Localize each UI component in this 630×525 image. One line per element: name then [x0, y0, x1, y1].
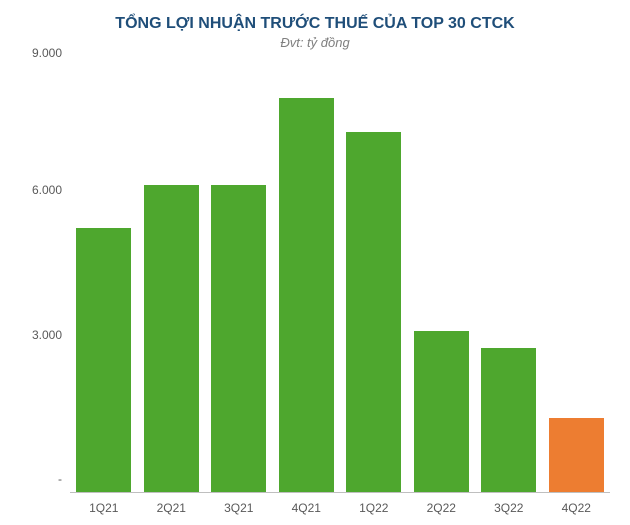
y-tick: 3.000 — [32, 328, 62, 342]
bar — [346, 132, 401, 492]
x-label: 2Q21 — [144, 501, 199, 515]
x-label: 3Q21 — [211, 501, 266, 515]
x-label: 3Q22 — [481, 501, 536, 515]
y-tick: 9.000 — [32, 46, 62, 60]
x-label: 1Q21 — [76, 501, 131, 515]
x-label: 4Q21 — [279, 501, 334, 515]
y-tick: - — [58, 472, 62, 486]
x-label: 2Q22 — [414, 501, 469, 515]
x-label: 1Q22 — [346, 501, 401, 515]
bars-row — [70, 60, 610, 492]
x-axis: 1Q21 2Q21 3Q21 4Q21 1Q22 2Q22 3Q22 4Q22 — [70, 501, 610, 515]
bar — [414, 331, 469, 492]
y-axis: -3.0006.0009.000 — [20, 60, 70, 493]
y-tick: 6.000 — [32, 183, 62, 197]
bar — [211, 185, 266, 492]
bar — [144, 185, 199, 492]
bar — [279, 98, 334, 492]
chart-container: TỔNG LỢI NHUẬN TRƯỚC THUẾ CỦA TOP 30 CTC… — [0, 0, 630, 525]
bar — [549, 418, 604, 492]
bars-area — [70, 60, 610, 493]
chart-subtitle: Đvt: tỷ đồng — [20, 35, 610, 50]
bar — [76, 228, 131, 492]
bar — [481, 348, 536, 492]
plot-area: -3.0006.0009.000 — [20, 60, 610, 493]
x-label: 4Q22 — [549, 501, 604, 515]
chart-title: TỔNG LỢI NHUẬN TRƯỚC THUẾ CỦA TOP 30 CTC… — [20, 15, 610, 33]
